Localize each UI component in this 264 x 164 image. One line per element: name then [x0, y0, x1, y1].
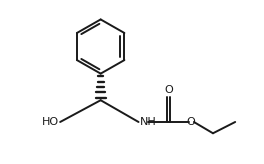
Text: HO: HO	[42, 117, 59, 127]
Text: NH: NH	[140, 117, 157, 127]
Text: O: O	[164, 85, 173, 95]
Text: O: O	[186, 117, 195, 127]
